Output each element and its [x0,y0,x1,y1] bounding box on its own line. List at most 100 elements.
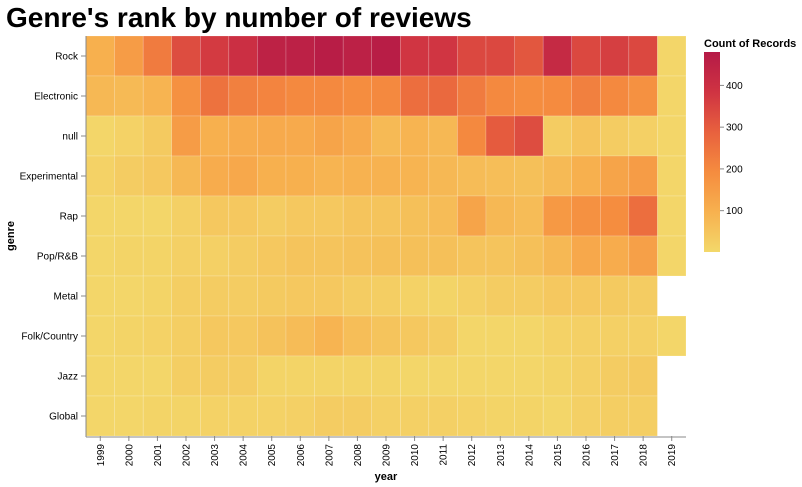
heatmap-cell [428,355,458,397]
heatmap-cell [428,35,458,77]
heatmap-cell [400,195,430,237]
x-tick-label: 2003 [210,444,221,467]
heatmap-cell [228,35,258,77]
heatmap-cell [514,155,544,197]
heatmap-cell [257,155,287,197]
chart-title: Genre's rank by number of reviews [6,2,472,33]
heatmap-cell [600,275,630,317]
heatmap-cell [85,355,115,397]
heatmap-cell [228,115,258,157]
heatmap-cell [142,275,172,317]
heatmap-cell [628,75,658,117]
heatmap-cell [457,355,487,397]
heatmap-cell [542,235,572,277]
heatmap-cell [428,155,458,197]
heatmap-cell [285,315,315,357]
heatmap-cell [400,355,430,397]
heatmap-cell [428,235,458,277]
heatmap-cell [571,195,601,237]
heatmap-cell [542,395,572,437]
heatmap-cell [457,115,487,157]
heatmap-cell [342,235,372,277]
heatmap-cell [371,235,401,277]
legend-tick-label: 400 [726,81,743,92]
heatmap-cell [142,355,172,397]
heatmap-cell [600,35,630,77]
heatmap-cell [628,235,658,277]
heatmap-cell [514,35,544,77]
heatmap-cell [200,155,230,197]
heatmap-cell [400,115,430,157]
heatmap-cell [571,235,601,277]
heatmap-cell [314,275,344,317]
heatmap-cell [200,35,230,77]
heatmap-cell [571,115,601,157]
heatmap-cell [428,115,458,157]
heatmap-cell [257,235,287,277]
heatmap-cell [571,395,601,437]
x-tick-label: 2004 [239,444,250,467]
heatmap-cell [628,395,658,437]
heatmap-cells [85,35,687,437]
y-tick-label: Electronic [34,92,78,103]
x-tick-label: 2007 [324,444,335,467]
x-tick-label: 2011 [439,444,450,466]
x-tick-label: 2012 [467,444,478,467]
heatmap-cell [600,235,630,277]
heatmap-cell [257,115,287,157]
heatmap-cell [400,315,430,357]
heatmap-cell [600,315,630,357]
heatmap-cell [228,315,258,357]
heatmap-cell [485,195,515,237]
heatmap-cell [142,235,172,277]
heatmap-cell [457,315,487,357]
heatmap-cell [200,195,230,237]
heatmap-cell [657,115,687,157]
heatmap-cell [85,275,115,317]
heatmap-cell [142,195,172,237]
heatmap-cell [114,75,144,117]
y-tick-label: Experimental [20,172,78,183]
heatmap-cell [114,155,144,197]
heatmap-cell [400,35,430,77]
heatmap-cell [657,75,687,117]
x-tick-label: 2017 [610,444,621,467]
heatmap-cell [485,155,515,197]
heatmap-cell [657,315,687,357]
heatmap-cell [285,235,315,277]
heatmap-cell [371,75,401,117]
heatmap-cell [171,355,201,397]
heatmap-cell [285,275,315,317]
heatmap-cell [200,235,230,277]
heatmap-cell [428,195,458,237]
heatmap-cell [114,115,144,157]
heatmap-cell [485,395,515,437]
y-tick-label: null [62,132,78,143]
heatmap-cell [200,315,230,357]
heatmap-cell [171,115,201,157]
heatmap-cell [571,155,601,197]
x-axis-title: year [375,471,398,483]
heatmap-cell [171,395,201,437]
heatmap-cell [542,115,572,157]
heatmap-cell [542,155,572,197]
heatmap-cell [485,355,515,397]
x-tick-label: 2015 [553,444,564,467]
heatmap-cell [314,75,344,117]
heatmap-cell [114,35,144,77]
heatmap-cell [400,75,430,117]
heatmap-cell [85,195,115,237]
heatmap-cell [542,35,572,77]
heatmap-cell [314,155,344,197]
heatmap-cell [142,155,172,197]
heatmap-cell [457,35,487,77]
heatmap-cell [342,115,372,157]
heatmap-cell [171,195,201,237]
heatmap-cell [342,395,372,437]
heatmap-cell [371,275,401,317]
heatmap-cell [400,235,430,277]
heatmap-cell [628,275,658,317]
heatmap-cell [457,235,487,277]
heatmap-cell [142,75,172,117]
